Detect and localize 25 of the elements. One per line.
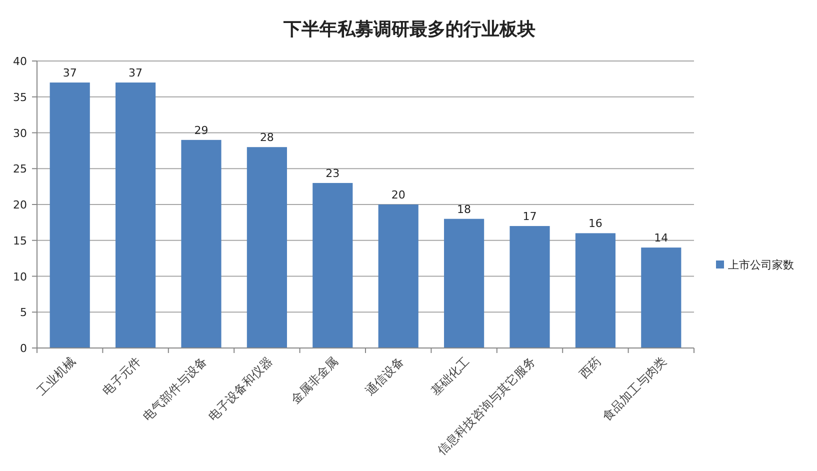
ytick-label: 5 [20, 306, 27, 320]
data-label: 18 [457, 202, 472, 216]
ytick-label: 25 [13, 162, 27, 176]
data-label: 14 [654, 232, 668, 245]
ytick-label: 15 [13, 234, 27, 248]
legend-label: 上市公司家数 [728, 258, 794, 272]
ytick-label: 10 [13, 270, 27, 284]
data-label: 17 [522, 210, 537, 224]
data-label: 37 [128, 66, 143, 80]
ytick-label: 0 [20, 342, 27, 355]
xtick-label: 通信设备 [362, 354, 406, 398]
ytick-label: 40 [13, 55, 27, 68]
xtick-label: 基础化工 [428, 354, 472, 398]
data-label: 23 [326, 166, 340, 180]
ytick-label: 35 [13, 90, 27, 104]
data-label: 37 [62, 66, 77, 80]
ytick-label: 20 [13, 198, 27, 212]
data-label: 29 [194, 124, 208, 137]
data-label: 20 [391, 188, 406, 202]
xtick-label: 金属非金属 [288, 354, 341, 407]
ytick-label: 30 [13, 126, 27, 140]
data-label: 16 [588, 217, 602, 230]
xtick-label: 工业机械 [34, 354, 78, 398]
title: 下半年私募调研最多的行业板块 [284, 19, 536, 40]
data-label: 28 [260, 131, 274, 144]
